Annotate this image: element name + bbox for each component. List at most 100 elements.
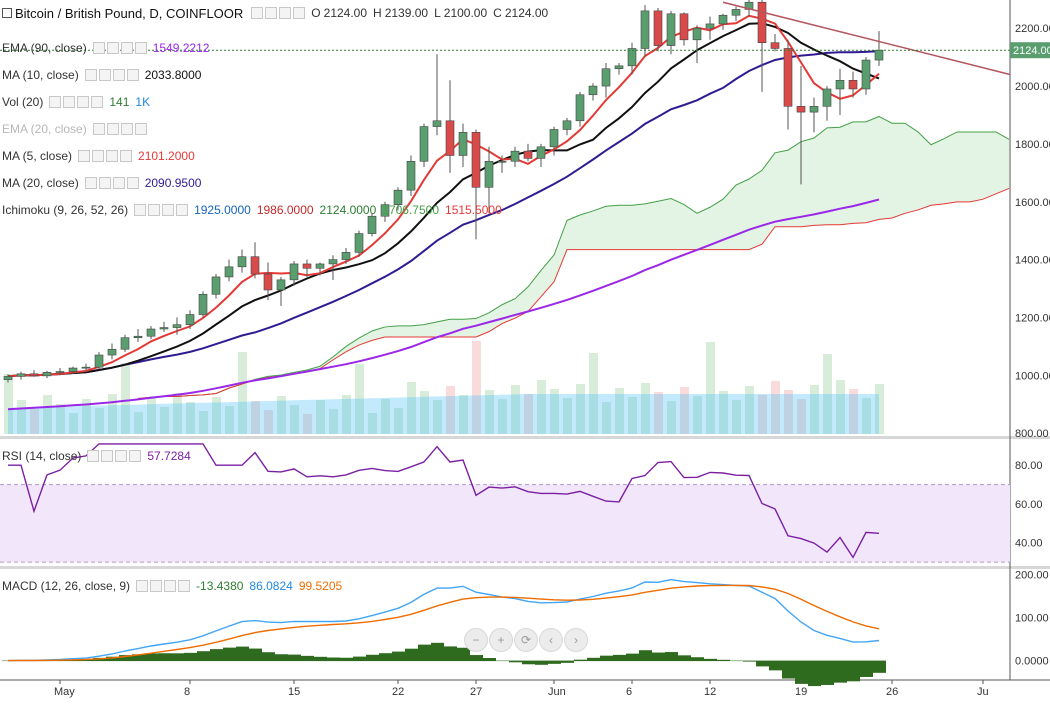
legend-controls[interactable] bbox=[84, 69, 139, 81]
candle-up bbox=[731, 9, 741, 16]
volume-bar bbox=[30, 409, 39, 434]
zoom-in-button[interactable]: + bbox=[489, 628, 513, 652]
reset-chart-button[interactable]: ⟳ bbox=[514, 628, 538, 652]
volume-bar bbox=[160, 407, 169, 434]
legend-ichimoku: Ichimoku (9, 26, 52, 26) 1925.0000 1986.00… bbox=[0, 202, 508, 218]
macd-histogram-bar bbox=[119, 655, 132, 662]
candle-up bbox=[692, 27, 702, 41]
ohlc-close-label: C bbox=[493, 6, 502, 20]
candle-up bbox=[614, 65, 624, 70]
macd-histogram-bar bbox=[210, 649, 223, 662]
macd-histogram-bar bbox=[535, 660, 548, 665]
candle-up bbox=[419, 126, 429, 162]
volume-bar bbox=[719, 391, 728, 434]
price-tick-label: 800.00 bbox=[1015, 428, 1049, 440]
volume-bar bbox=[342, 395, 351, 434]
macd-histogram-bar bbox=[470, 655, 483, 662]
rsi-line bbox=[8, 443, 880, 559]
macd-controls[interactable] bbox=[136, 580, 191, 592]
title-controls[interactable] bbox=[251, 7, 306, 19]
scroll-right-button[interactable]: › bbox=[564, 628, 588, 652]
volume-bar bbox=[836, 380, 845, 434]
candle-up bbox=[822, 88, 832, 107]
candle-up bbox=[328, 259, 338, 265]
macd-histogram-bar bbox=[717, 659, 730, 662]
legend-value: 1K bbox=[135, 95, 151, 109]
macd-histogram-bar bbox=[236, 646, 249, 662]
legend-controls[interactable] bbox=[78, 150, 133, 162]
candle-up bbox=[484, 160, 494, 188]
candle-down bbox=[783, 48, 793, 107]
macd-histogram-bar bbox=[795, 660, 808, 684]
collapse-toggle[interactable] bbox=[2, 8, 12, 18]
macd-histogram-bar bbox=[314, 656, 327, 662]
macd-histogram-bar bbox=[600, 655, 613, 662]
candle-up bbox=[107, 348, 117, 356]
macd-histogram-bar bbox=[522, 660, 535, 665]
time-axis-label: 12 bbox=[704, 686, 716, 698]
volume-bar bbox=[264, 410, 273, 434]
macd-histogram-bar bbox=[158, 653, 171, 662]
legend-value: 1986.0000 bbox=[256, 203, 314, 217]
volume-bar bbox=[56, 404, 65, 434]
time-axis-label: Ju bbox=[977, 686, 989, 698]
volume-bar bbox=[693, 396, 702, 434]
macd-histogram-bar bbox=[769, 660, 782, 671]
volume-bar bbox=[69, 413, 78, 434]
macd-histogram-bar bbox=[639, 650, 652, 662]
legend-controls[interactable] bbox=[49, 96, 104, 108]
rsi-name: RSI (14, close) bbox=[2, 449, 82, 463]
ohlc-close: 2124.00 bbox=[504, 6, 549, 20]
legend-controls[interactable] bbox=[92, 42, 147, 54]
rsi-controls[interactable] bbox=[87, 450, 142, 462]
ohlc-high: 2139.00 bbox=[384, 6, 429, 20]
scroll-left-button[interactable]: ‹ bbox=[539, 628, 563, 652]
macd-histogram-bar bbox=[249, 648, 262, 662]
trendline bbox=[722, 1, 1011, 76]
ema90-line bbox=[7, 198, 880, 411]
macd-histogram-bar bbox=[275, 654, 288, 662]
candle-up bbox=[640, 10, 650, 49]
volume-bar bbox=[17, 400, 26, 434]
candle-down bbox=[757, 1, 767, 44]
volume-bar bbox=[797, 399, 806, 434]
candle-up bbox=[276, 279, 286, 291]
macd-histogram-bar bbox=[691, 657, 704, 662]
candle-down bbox=[653, 10, 663, 46]
macd-histogram-bar bbox=[678, 655, 691, 662]
macd-histogram-bar bbox=[184, 652, 197, 662]
macd-histogram-bar bbox=[873, 660, 886, 673]
rsi-tick-label: 80.00 bbox=[1015, 460, 1043, 472]
legend-controls[interactable] bbox=[84, 177, 139, 189]
candle-up bbox=[289, 263, 299, 281]
volume-bar bbox=[82, 399, 91, 434]
legend-value: 141 bbox=[109, 95, 130, 109]
candle-up bbox=[354, 233, 364, 253]
zoom-out-button[interactable]: − bbox=[464, 628, 488, 652]
volume-bar bbox=[134, 412, 143, 434]
last-price-label: 2124.00 bbox=[1013, 45, 1050, 57]
volume-bar bbox=[277, 396, 286, 434]
volume-bar bbox=[537, 380, 546, 434]
volume-bar bbox=[732, 400, 741, 434]
candle-down bbox=[263, 273, 273, 291]
legend-value: 1925.0000 bbox=[194, 203, 251, 217]
candle-up bbox=[627, 48, 637, 67]
rsi-tick-label: 40.00 bbox=[1015, 538, 1043, 550]
legend-ma5: MA (5, close) 2101.2000 bbox=[0, 148, 201, 164]
time-axis-label: May bbox=[54, 686, 75, 698]
legend-controls[interactable] bbox=[92, 123, 147, 135]
legend-ma20: MA (20, close) 2090.9500 bbox=[0, 175, 207, 191]
macd-histogram-bar bbox=[392, 651, 405, 662]
candle-up bbox=[159, 327, 169, 330]
macd-histogram-bar bbox=[743, 660, 756, 662]
price-tick-label: 2200.00 bbox=[1015, 23, 1050, 35]
candle-up bbox=[211, 276, 221, 295]
symbol-title: Bitcoin / British Pound, D, COINFLOOR bbox=[15, 5, 244, 21]
candle-up bbox=[133, 335, 143, 338]
candle-up bbox=[718, 14, 728, 25]
volume-bar bbox=[381, 399, 390, 434]
volume-bar bbox=[459, 395, 468, 434]
legend-controls[interactable] bbox=[134, 204, 189, 216]
